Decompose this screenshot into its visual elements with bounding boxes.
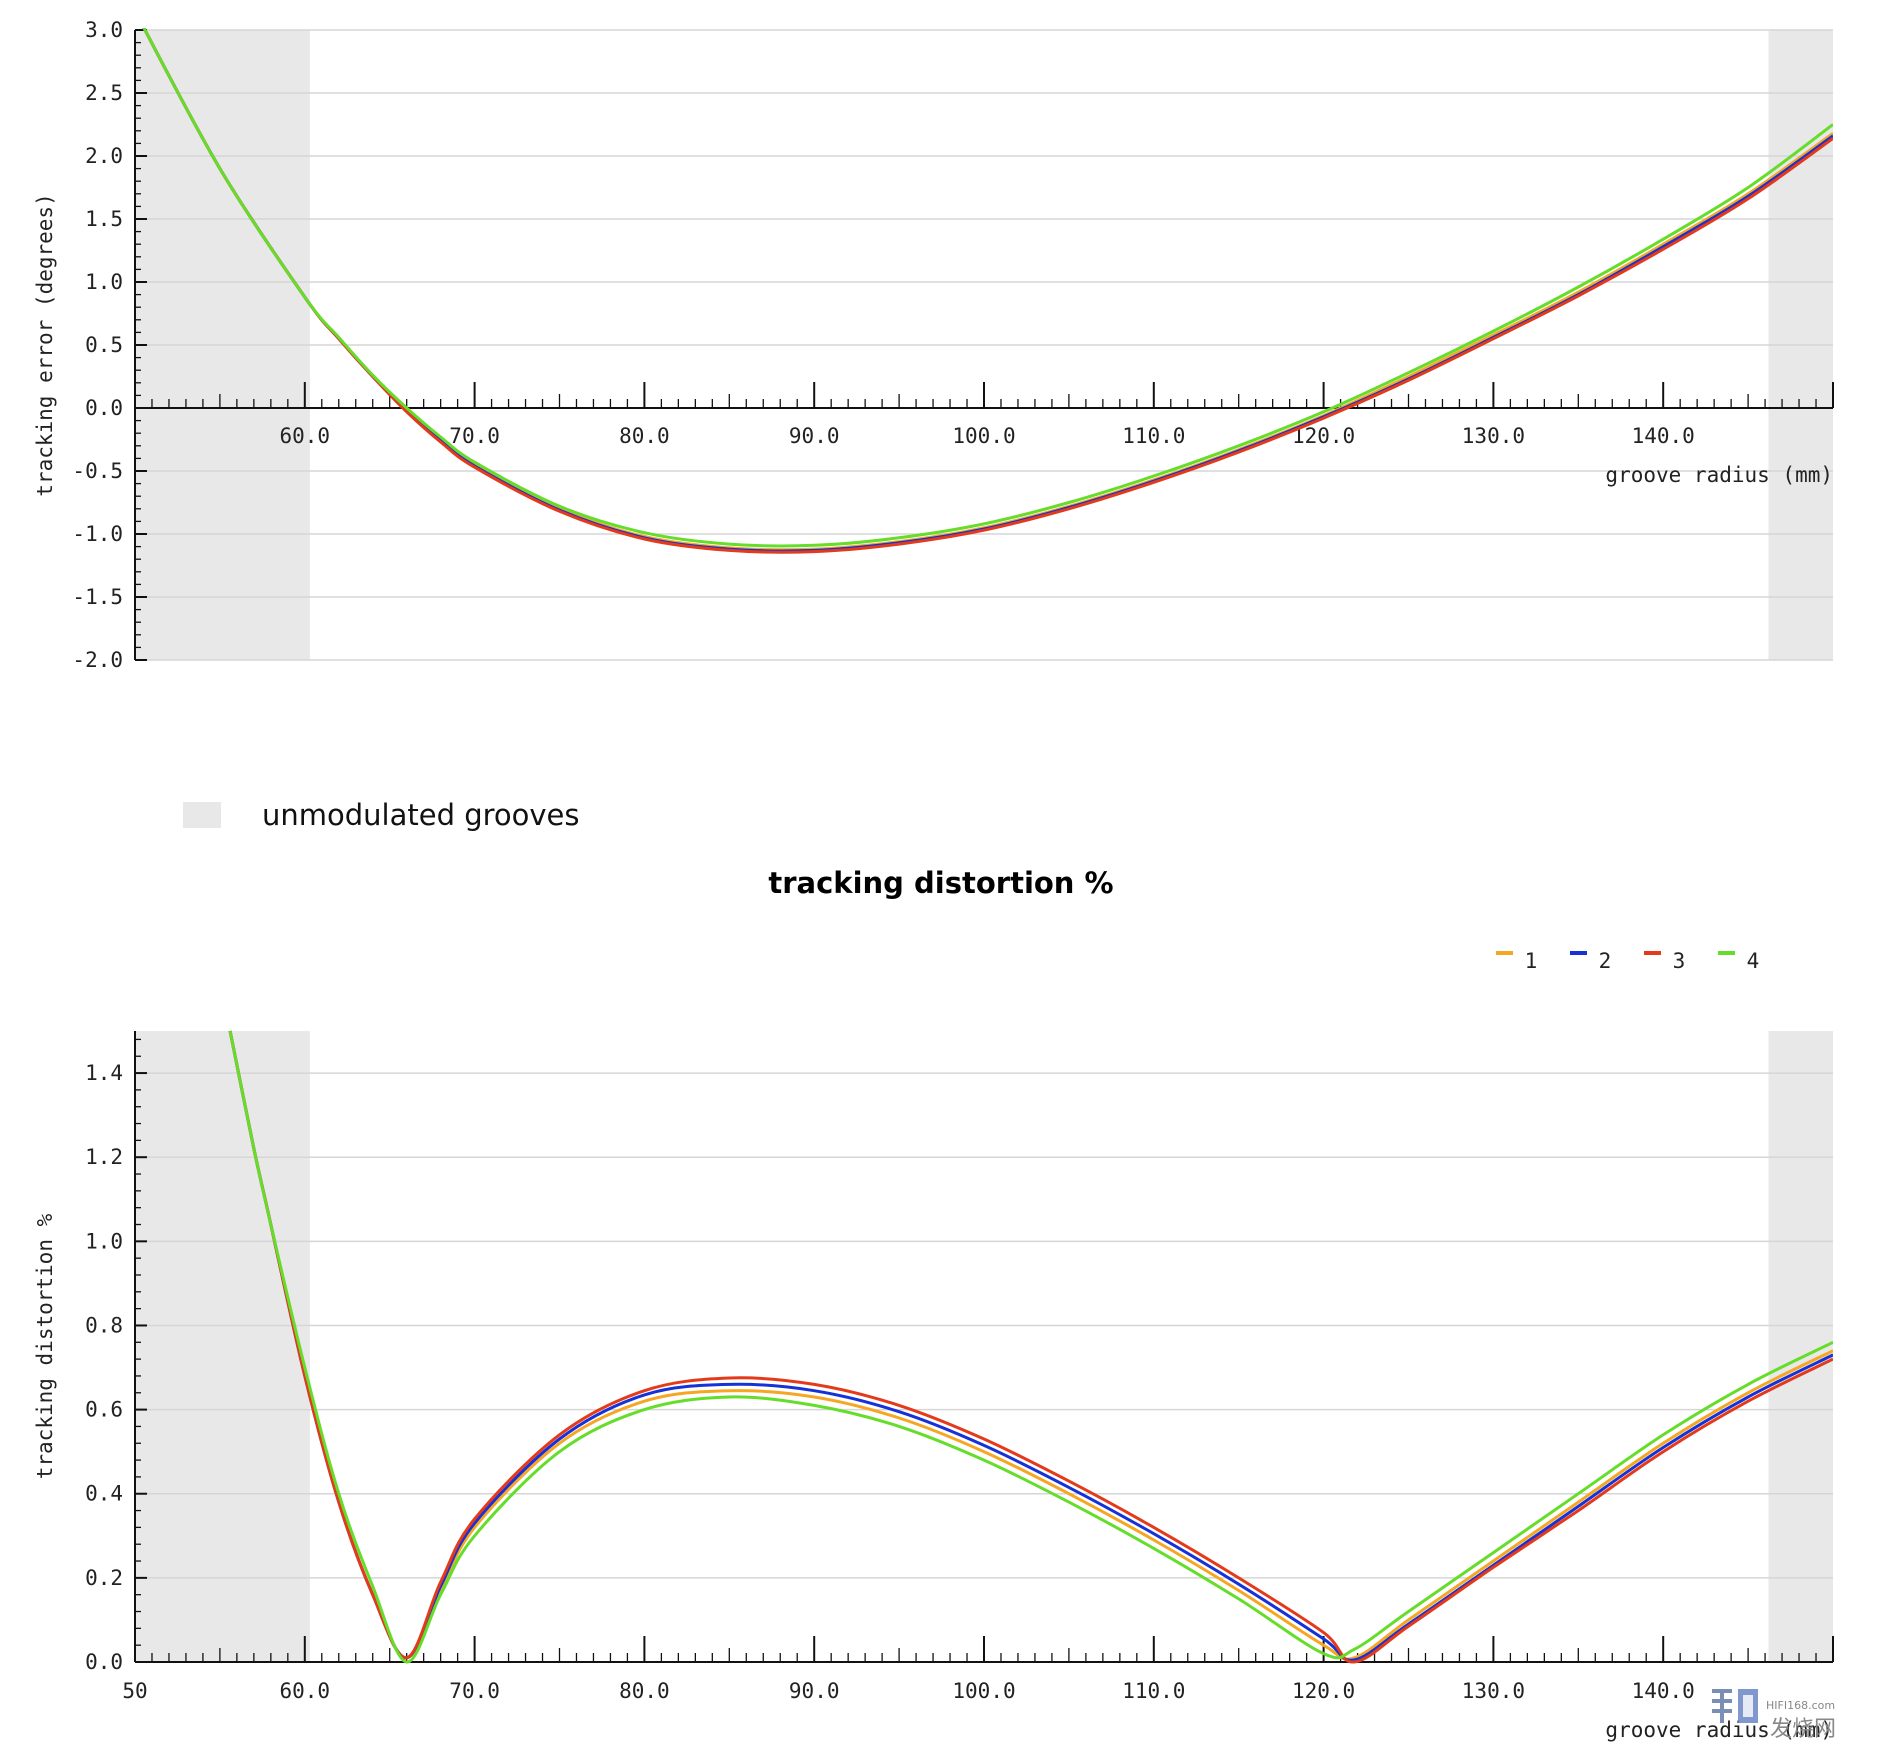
y-tick-label: -2.0 — [72, 648, 123, 672]
series-legend: 1 2 3 4 — [1496, 949, 1759, 973]
shade-legend: unmodulated grooves — [183, 798, 580, 832]
x-axis-title: groove radius (mm) — [1605, 463, 1833, 487]
x-axis-title: groove radius (mm) — [1605, 1718, 1833, 1742]
y-tick-label: -0.5 — [72, 459, 123, 483]
legend-swatch-3 — [1644, 951, 1661, 955]
y-tick-label: 1.5 — [85, 207, 123, 231]
tracking-distortion-chart: 1.4 1.2 1.0 0.8 0.6 0.4 0.2 0.0 50 60.0 70.0 80.0 90… — [33, 1030, 1834, 1742]
series-line-1 — [228, 1030, 1833, 1661]
x-tick-label: 120.0 — [1292, 1679, 1355, 1703]
tracking-error-chart: 3.0 2.5 2.0 1.5 1.0 0.5 0.0 -0.5 -1.0 -1.5 -2.0 60.… — [33, 18, 1834, 672]
series-line-4 — [142, 28, 1833, 548]
x-tick-label: 80.0 — [619, 424, 670, 448]
legend-label-2: 2 — [1599, 949, 1612, 973]
y-tick-label: 0.8 — [85, 1313, 123, 1337]
x-tick-label: 70.0 — [449, 424, 500, 448]
y-tick-label: 1.4 — [85, 1061, 123, 1085]
x-tick-label: 140.0 — [1632, 424, 1695, 448]
legend-label-4: 4 — [1747, 949, 1760, 973]
x-tick-label: 110.0 — [1122, 1679, 1185, 1703]
legend-swatch-2 — [1570, 951, 1587, 955]
legend-swatch-1 — [1496, 951, 1513, 955]
x-tick-label: 90.0 — [789, 424, 840, 448]
unmodulated-grooves-swatch — [183, 802, 221, 828]
unmodulated-region — [135, 1031, 310, 1662]
x-tick-label: 90.0 — [789, 1679, 840, 1703]
series-line-2 — [142, 28, 1833, 553]
y-tick-label: 1.0 — [85, 270, 123, 294]
y-tick-label: 2.0 — [85, 144, 123, 168]
y-tick-label: 1.2 — [85, 1145, 123, 1169]
watermark-top-text: HIFI168.com — [1766, 1699, 1835, 1712]
y-tick-label: 0.4 — [85, 1482, 123, 1506]
x-tick-label: 110.0 — [1122, 424, 1185, 448]
x-tick-label: 100.0 — [952, 424, 1015, 448]
series-line-1 — [142, 28, 1833, 552]
series-line-2 — [228, 1030, 1833, 1662]
x-tick-label: 50 — [122, 1679, 147, 1703]
legend-label-3: 3 — [1673, 949, 1686, 973]
watermark-logo-icon — [1712, 1689, 1758, 1723]
legend-swatch-4 — [1718, 951, 1735, 955]
x-tick-label: 80.0 — [619, 1679, 670, 1703]
x-tick-label: 140.0 — [1632, 1679, 1695, 1703]
x-tick-label: 100.0 — [952, 1679, 1015, 1703]
y-tick-label: 0.2 — [85, 1566, 123, 1590]
unmodulated-grooves-label: unmodulated grooves — [262, 798, 580, 832]
x-tick-label: 130.0 — [1462, 1679, 1525, 1703]
y-axis-title: tracking error (degrees) — [33, 193, 57, 496]
legend-label-1: 1 — [1525, 949, 1538, 973]
series-line-4 — [228, 1030, 1833, 1664]
series-line-3 — [228, 1030, 1833, 1664]
y-axis-title: tracking distortion % — [33, 1213, 57, 1479]
x-tick-label: 60.0 — [280, 1679, 331, 1703]
y-tick-label: 0.0 — [85, 396, 123, 420]
y-tick-label: 1.0 — [85, 1229, 123, 1253]
y-tick-label: 0.5 — [85, 333, 123, 357]
x-tick-label: 70.0 — [449, 1679, 500, 1703]
watermark-bottom-text: 发烧网 — [1770, 1717, 1836, 1742]
distortion-chart-title: tracking distortion % — [768, 866, 1113, 900]
y-tick-label: 0.6 — [85, 1398, 123, 1422]
y-tick-label: 3.0 — [85, 18, 123, 42]
x-tick-label: 130.0 — [1462, 424, 1525, 448]
y-tick-label: 2.5 — [85, 81, 123, 105]
y-tick-label: -1.5 — [72, 585, 123, 609]
x-tick-label: 60.0 — [280, 424, 331, 448]
y-tick-label: -1.0 — [72, 522, 123, 546]
y-tick-label: 0.0 — [85, 1650, 123, 1674]
watermark: HIFI168.com 发烧网 — [1712, 1689, 1836, 1742]
